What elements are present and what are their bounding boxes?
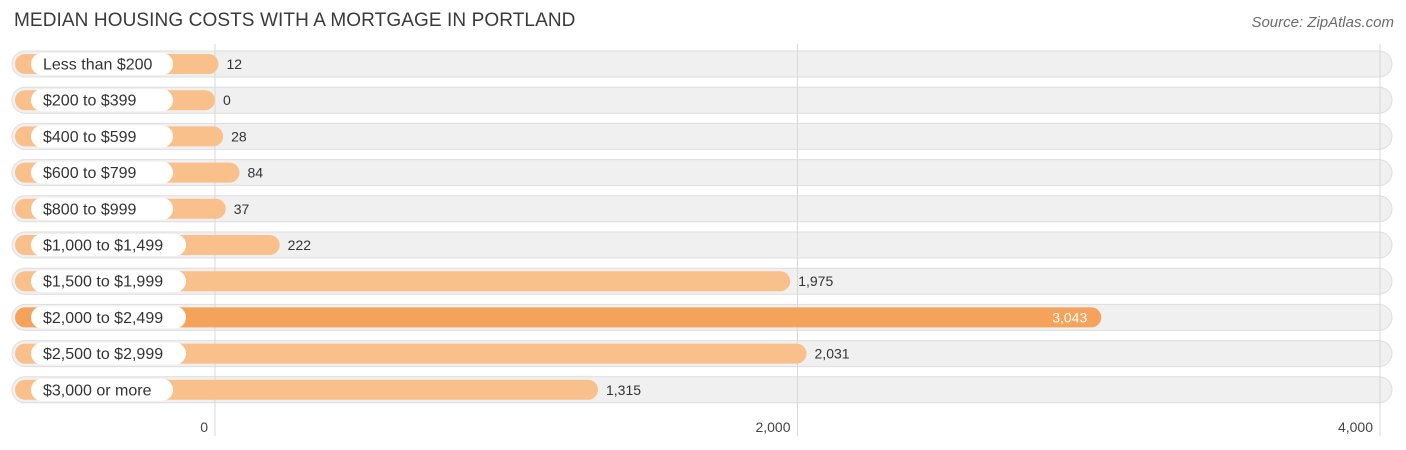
category-label: $2,000 to $2,499 — [43, 310, 163, 327]
labels: Less than $200 12 $200 to $399 0 $400 to $59… — [31, 53, 1087, 401]
category-pill — [31, 270, 186, 293]
value-label: 222 — [288, 237, 312, 253]
value-label: 0 — [223, 92, 231, 108]
value-label: 3,043 — [1052, 309, 1087, 325]
value-label: 2,031 — [815, 346, 850, 362]
value-label: 84 — [247, 165, 263, 181]
x-tick-label: 2,000 — [755, 419, 790, 435]
bar-track — [11, 86, 1393, 114]
bar-track — [11, 159, 1393, 187]
category-pill — [31, 161, 173, 184]
category-label: $2,500 to $2,999 — [43, 346, 163, 363]
category-label: $1,000 to $1,499 — [43, 238, 163, 255]
bar-track — [11, 50, 1393, 78]
category-pill — [31, 378, 173, 401]
category-label: $400 to $599 — [43, 129, 137, 146]
bar-track — [11, 231, 1393, 259]
category-label: $800 to $999 — [43, 201, 137, 218]
category-pill — [31, 89, 173, 112]
bar-track — [11, 195, 1393, 223]
category-pill — [31, 53, 173, 75]
category-pill — [31, 342, 186, 365]
chart-title: MEDIAN HOUSING COSTS WITH A MORTGAGE IN … — [14, 10, 576, 31]
bar-6 — [15, 271, 791, 292]
category-pill — [31, 306, 186, 329]
value-label: 28 — [231, 128, 247, 144]
x-tick-label: 4,000 — [1338, 419, 1373, 435]
x-axis: 0 2,000 4,000 — [200, 419, 1373, 435]
value-label: 12 — [226, 56, 242, 72]
source-label: Source: ZipAtlas.com — [1251, 14, 1394, 31]
value-label: 1,975 — [798, 273, 833, 289]
category-label: Less than $200 — [43, 57, 153, 74]
category-pill — [31, 234, 186, 256]
category-label: $600 to $799 — [43, 165, 137, 182]
category-pill — [31, 197, 173, 220]
value-label: 37 — [234, 201, 250, 217]
category-pill — [31, 125, 173, 148]
bar-7 — [15, 307, 1102, 328]
category-label: $200 to $399 — [43, 93, 137, 110]
value-label: 1,315 — [606, 382, 641, 398]
category-label: $1,500 to $1,999 — [43, 274, 163, 291]
bar-track — [11, 122, 1393, 150]
bar-8 — [15, 343, 807, 364]
x-tick-label: 0 — [200, 419, 208, 435]
category-label: $3,000 or more — [43, 382, 152, 399]
